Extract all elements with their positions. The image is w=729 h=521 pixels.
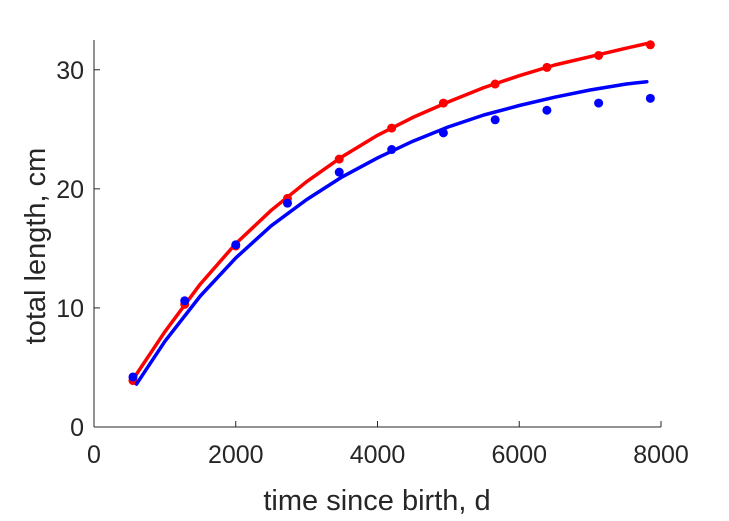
data-point xyxy=(438,128,448,138)
x-tick-label: 4000 xyxy=(350,441,406,469)
data-point xyxy=(128,372,138,382)
data-point xyxy=(334,154,344,164)
y-tick-label: 20 xyxy=(56,176,84,204)
y-tick-label: 30 xyxy=(56,57,84,85)
data-point xyxy=(542,105,552,115)
data-point xyxy=(387,123,397,133)
data-point xyxy=(645,93,655,103)
data-point xyxy=(180,296,190,306)
y-tick-label: 10 xyxy=(56,295,84,323)
data-point xyxy=(334,167,344,177)
plot-area xyxy=(128,40,655,386)
y-tick-label: 0 xyxy=(70,414,84,442)
x-tick-label: 0 xyxy=(87,441,101,469)
data-point xyxy=(438,98,448,108)
y-axis-label: total length, cm xyxy=(20,148,52,345)
x-tick-label: 8000 xyxy=(633,441,689,469)
x-axis-label: time since birth, d xyxy=(263,485,490,517)
data-point xyxy=(542,62,552,72)
x-tick-label: 2000 xyxy=(208,441,264,469)
data-point xyxy=(490,79,500,89)
data-point xyxy=(231,240,241,250)
x-tick-label: 6000 xyxy=(491,441,547,469)
data-point xyxy=(645,40,655,50)
data-point xyxy=(387,145,397,155)
axes: 0 2000 4000 6000 8000 0 10 20 30 xyxy=(56,40,689,469)
data-point xyxy=(490,115,500,125)
data-point xyxy=(594,50,604,60)
data-point xyxy=(594,98,604,108)
data-point xyxy=(282,198,292,208)
